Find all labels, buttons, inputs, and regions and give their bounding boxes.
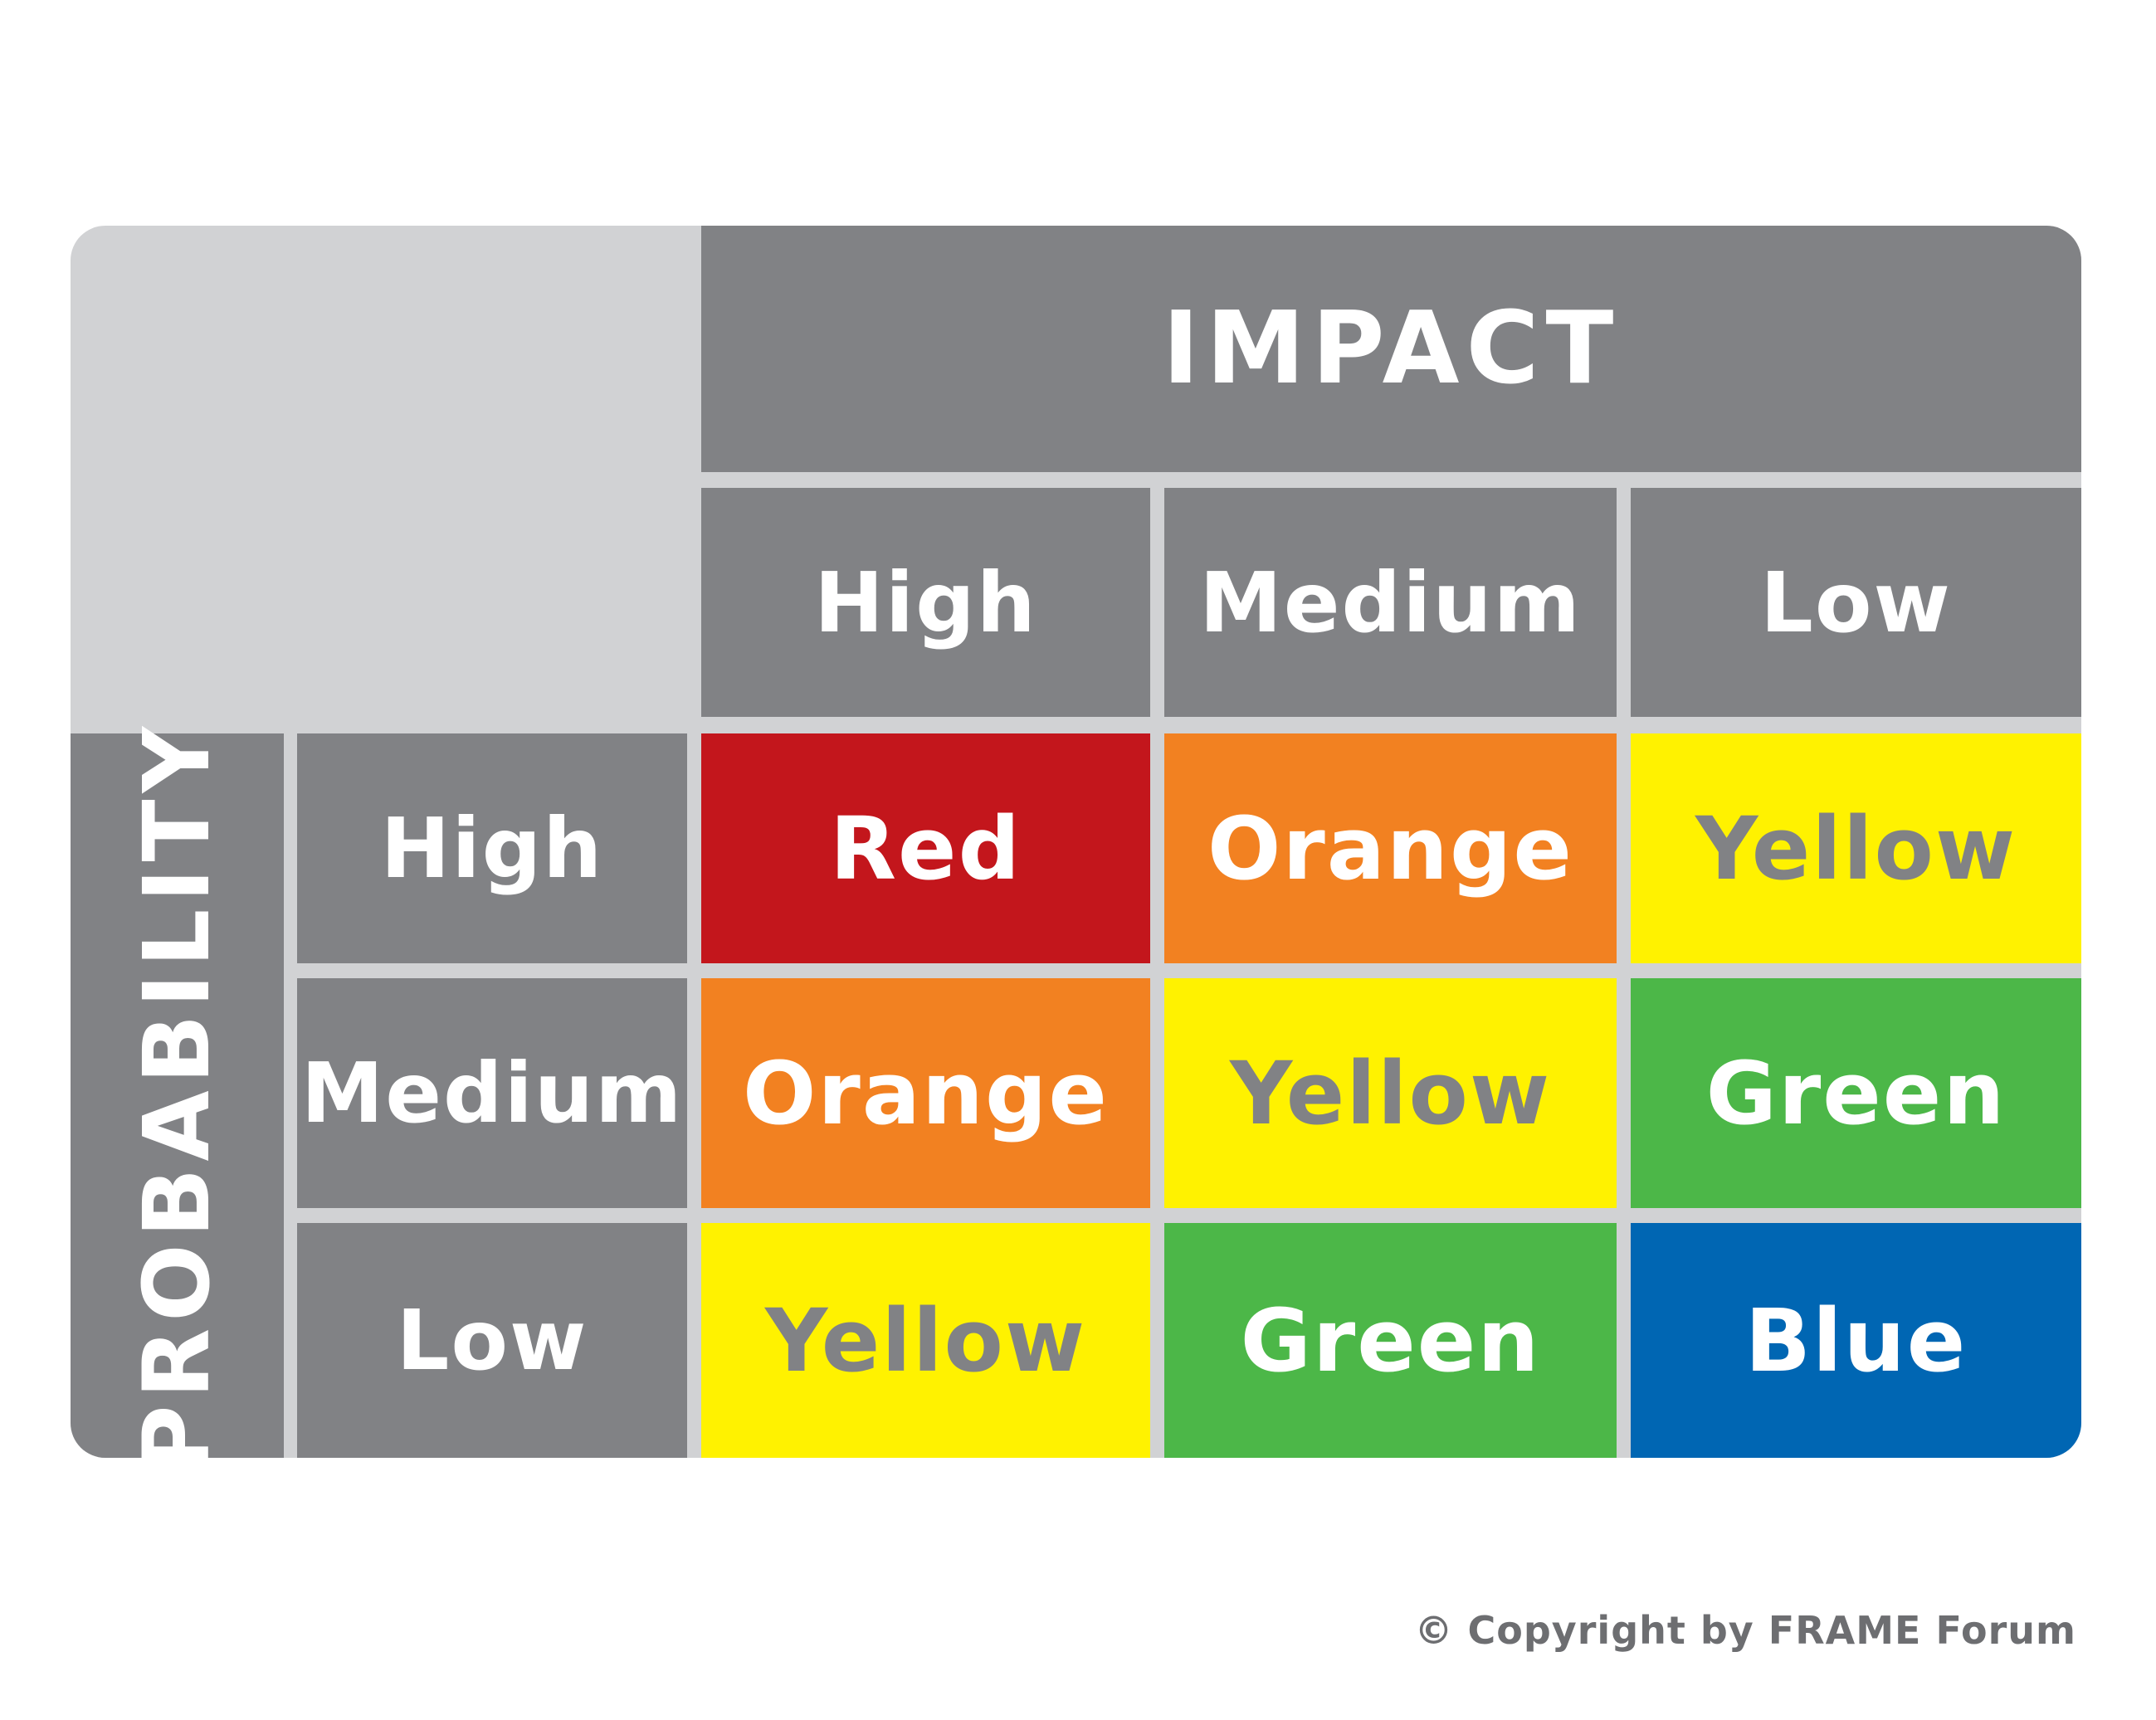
- impact-title: IMPACT: [701, 226, 2081, 472]
- impact-level-medium: Medium: [1164, 488, 1617, 717]
- risk-cell-prob-low-impact-high: Yellow: [701, 1223, 1150, 1458]
- probability-title: PROBABILITY: [71, 719, 284, 1458]
- risk-matrix: IMPACT High Medium Low PROBABILITY High …: [71, 226, 2081, 1458]
- probability-level-high: High: [297, 733, 687, 963]
- risk-cell-prob-low-impact-medium: Green: [1164, 1223, 1617, 1458]
- risk-cell-prob-medium-impact-low: Green: [1631, 978, 2081, 1208]
- risk-cell-prob-high-impact-high: Red: [701, 733, 1150, 963]
- copyright-notice: © Copyright by FRAME Forum: [1414, 1608, 2076, 1653]
- impact-level-low: Low: [1631, 488, 2081, 717]
- risk-cell-prob-medium-impact-medium: Yellow: [1164, 978, 1617, 1208]
- risk-cell-prob-low-impact-low: Blue: [1631, 1223, 2081, 1458]
- probability-level-low: Low: [297, 1223, 687, 1458]
- risk-cell-prob-high-impact-low: Yellow: [1631, 733, 2081, 963]
- probability-level-medium: Medium: [297, 978, 687, 1208]
- probability-title-text: PROBABILITY: [124, 719, 231, 1458]
- risk-cell-prob-medium-impact-high: Orange: [701, 978, 1150, 1208]
- risk-cell-prob-high-impact-medium: Orange: [1164, 733, 1617, 963]
- impact-level-high: High: [701, 488, 1150, 717]
